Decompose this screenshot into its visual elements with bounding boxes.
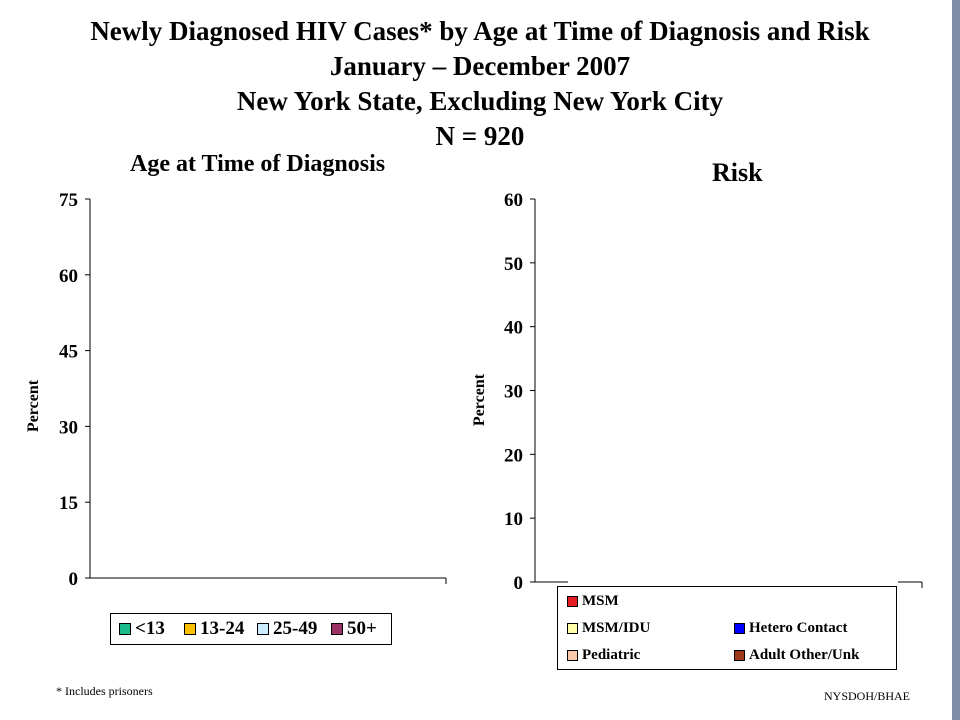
risk-y-tick-label: 20 [504, 445, 523, 466]
age-y-tick-label: 60 [59, 266, 78, 287]
page-title: Newly Diagnosed HIV Cases* by Age at Tim… [0, 14, 960, 154]
risk-chart-title: Risk [712, 158, 763, 187]
age-y-tick-label: 75 [59, 190, 78, 211]
age-legend-item-lt13: <13 [119, 618, 165, 640]
age-legend-item-25-49: 25-49 [257, 618, 317, 640]
risk-legend-label-hetero: Hetero Contact [749, 620, 848, 636]
title-line-3: New York State, Excluding New York City [236, 86, 724, 116]
risk-legend-item-pediatric: Pediatric [567, 647, 640, 664]
risk-legend-item-adult-other: Adult Other/Unk [734, 647, 859, 664]
title-line-4: N = 920 [435, 121, 525, 151]
risk-y-axis-label: Percent [471, 373, 488, 426]
title-line-2: January – December 2007 [329, 51, 631, 81]
slide-right-border [952, 0, 960, 720]
risk-legend-label-msm: MSM [582, 593, 619, 609]
age-y-axis-label: Percent [25, 379, 42, 432]
age-legend-label-lt13: <13 [135, 618, 165, 639]
age-swatch-50plus [331, 623, 343, 635]
age-chart-title: Age at Time of Diagnosis [130, 151, 386, 177]
risk-legend: MSM MSM/IDU Hetero Contact Pediatric Adu… [557, 586, 897, 670]
age-legend-label-50plus: 50+ [347, 618, 377, 639]
age-swatch-25-49 [257, 623, 269, 635]
age-y-tick-label: 15 [59, 493, 78, 514]
risk-legend-label-pediatric: Pediatric [582, 647, 641, 663]
age-y-tick-label: 0 [69, 569, 79, 590]
title-line-1: Newly Diagnosed HIV Cases* by Age at Tim… [90, 16, 870, 46]
risk-swatch-msm-idu [567, 623, 578, 634]
risk-legend-label-msm-idu: MSM/IDU [582, 620, 651, 636]
age-legend-label-13-24: 13-24 [200, 618, 245, 639]
source-label: NYSDOH/BHAE [824, 689, 911, 703]
age-swatch-13-24 [184, 623, 196, 635]
risk-swatch-msm [567, 596, 578, 607]
risk-legend-label-adult-other: Adult Other/Unk [749, 647, 860, 663]
risk-y-tick-label: 30 [504, 382, 523, 403]
risk-y-tick-label: 40 [504, 318, 523, 339]
footnote: * Includes prisoners [56, 684, 153, 698]
age-y-tick-label: 30 [59, 417, 78, 438]
age-y-tick-label: 45 [59, 342, 78, 363]
risk-y-tick-label: 0 [514, 573, 524, 594]
risk-legend-item-hetero: Hetero Contact [734, 620, 847, 637]
age-legend-item-13-24: 13-24 [184, 618, 244, 640]
risk-swatch-adult-other [734, 650, 745, 661]
risk-y-tick-label: 50 [504, 254, 523, 275]
age-legend-item-50plus: 50+ [331, 618, 377, 640]
age-swatch-lt13 [119, 623, 131, 635]
age-legend-label-25-49: 25-49 [273, 618, 318, 639]
risk-y-tick-label: 10 [504, 509, 523, 530]
risk-legend-item-msm: MSM [567, 593, 619, 610]
age-legend: <13 13-24 25-49 50+ [110, 613, 392, 645]
risk-y-tick-label: 60 [504, 190, 523, 211]
risk-swatch-pediatric [567, 650, 578, 661]
risk-legend-item-msm-idu: MSM/IDU [567, 620, 650, 637]
risk-swatch-hetero [734, 623, 745, 634]
